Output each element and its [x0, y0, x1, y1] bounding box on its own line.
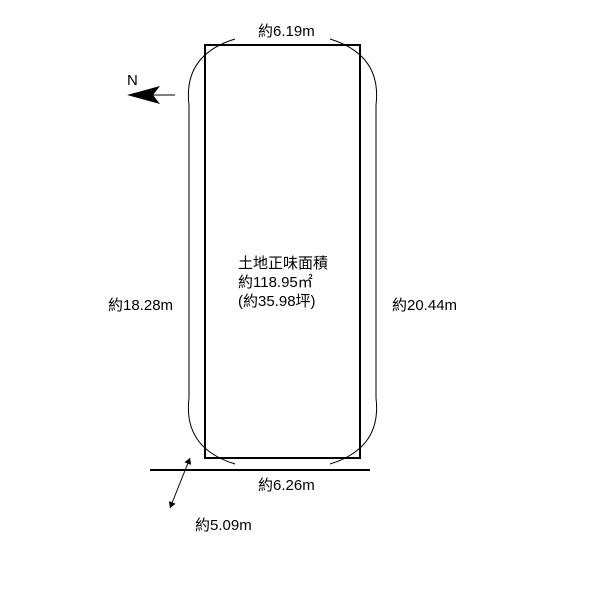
area-label-line2: 約118.95㎡ — [238, 274, 313, 291]
dimension-right: 約20.44m — [392, 297, 457, 314]
lot-rectangle — [205, 45, 360, 458]
lot-diagram: N 約6.19m 約18.28m 約20.44m 約6.26m 約5.09m 土… — [0, 0, 600, 600]
dimension-left: 約18.28m — [108, 297, 173, 314]
dimension-road: 約5.09m — [195, 517, 252, 534]
curve-left — [188, 39, 235, 464]
dimension-bottom: 約6.26m — [258, 477, 315, 494]
area-label-line1: 土地正味面積 — [238, 255, 328, 272]
compass-label: N — [127, 72, 138, 89]
road-width-arrow — [169, 458, 191, 508]
dimension-top: 約6.19m — [258, 23, 315, 40]
curve-right — [330, 39, 377, 464]
area-label-line3: (約35.98坪) — [238, 293, 316, 310]
compass-north-icon: N — [127, 72, 175, 104]
